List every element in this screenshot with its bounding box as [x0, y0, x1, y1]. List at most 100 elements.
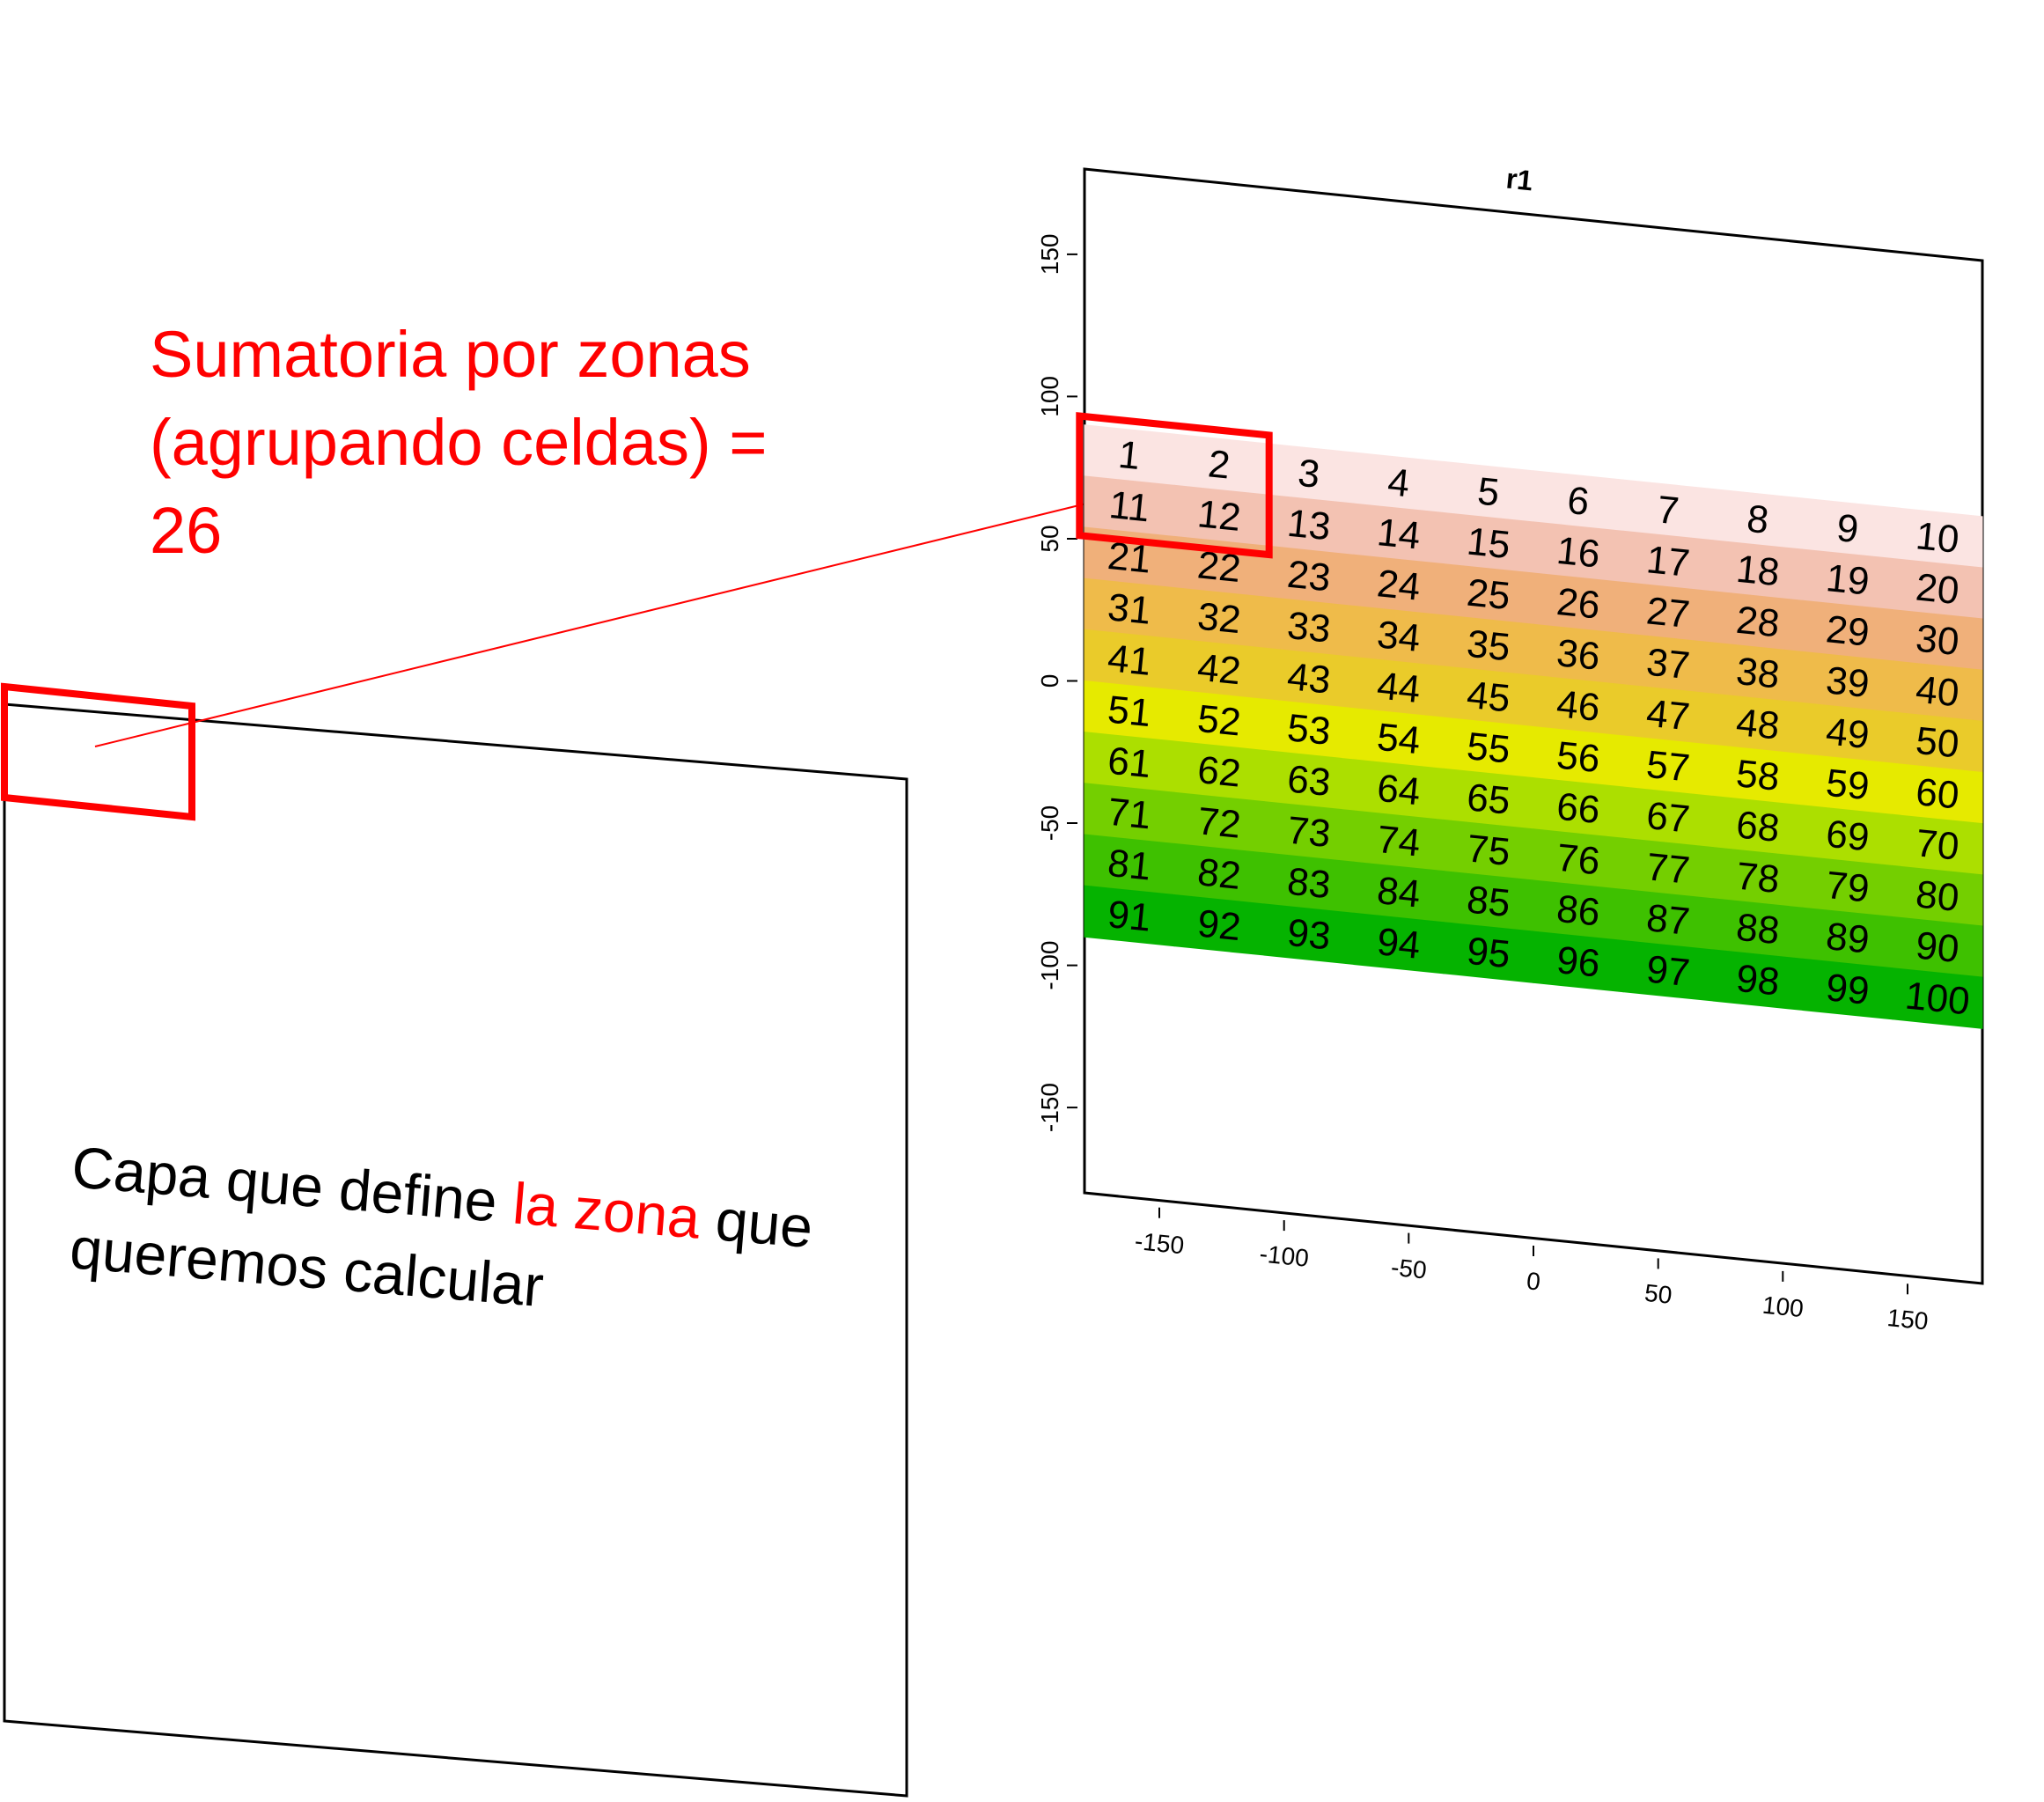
cell-value-label: 75 — [1465, 827, 1512, 874]
cell-value-label: 68 — [1734, 803, 1782, 850]
cell-value-label: 19 — [1824, 556, 1871, 604]
cell-value-label: 86 — [1555, 887, 1602, 935]
cell-value-label: 71 — [1106, 791, 1153, 838]
zone-marker-box — [0, 682, 195, 821]
cell-value-label: 91 — [1106, 893, 1153, 940]
cell-value-label: 41 — [1106, 636, 1153, 684]
cell-value-label: 63 — [1285, 757, 1333, 805]
annotation-line-2: (agrupando celdas) = — [150, 406, 767, 479]
cell-value-label: 99 — [1824, 966, 1871, 1013]
cell-value-label: 89 — [1824, 915, 1871, 962]
cell-value-label: 67 — [1644, 794, 1692, 842]
cell-value-label: 85 — [1465, 878, 1512, 925]
cell-value-label: 9 — [1834, 506, 1860, 551]
cell-value-label: 88 — [1734, 906, 1782, 953]
cell-value-label: 59 — [1824, 761, 1871, 809]
raster-cell — [1892, 967, 1983, 1029]
raster-cells — [1084, 424, 1983, 1029]
x-axis-tick-label: 50 — [1643, 1279, 1673, 1309]
cell-value-label: 8 — [1745, 497, 1770, 542]
cell-value-label: 72 — [1195, 799, 1243, 847]
cell-value-label: 20 — [1914, 565, 1961, 613]
cell-value-label: 95 — [1465, 930, 1512, 977]
y-axis-tick-label: -50 — [1036, 805, 1063, 841]
cell-value-label: 31 — [1106, 585, 1153, 633]
cell-value-label: 35 — [1465, 622, 1512, 670]
cell-value-label: 83 — [1285, 860, 1333, 908]
cell-value-label: 33 — [1285, 604, 1333, 651]
y-axis-tick-label: 50 — [1036, 525, 1063, 552]
cell-value-label: 56 — [1555, 733, 1602, 781]
cell-value-label: 45 — [1465, 673, 1512, 721]
x-axis-tick-label: -100 — [1258, 1239, 1310, 1272]
cell-value-label: 96 — [1555, 938, 1602, 986]
x-axis-tick-label: 0 — [1526, 1267, 1542, 1295]
cell-value-label: 2 — [1206, 442, 1232, 487]
cell-value-label: 52 — [1195, 697, 1243, 745]
cell-value-label: 66 — [1555, 785, 1602, 833]
cell-value-label: 81 — [1106, 842, 1153, 889]
cell-value-label: 54 — [1375, 716, 1423, 763]
y-axis-tick-label: -150 — [1036, 1083, 1063, 1132]
cell-value-label: 49 — [1824, 710, 1871, 757]
connector-arrow — [94, 476, 1181, 747]
cell-value-label: 11 — [1107, 483, 1151, 530]
cell-value-label: 4 — [1386, 460, 1411, 505]
cell-value-label: 73 — [1285, 809, 1333, 857]
cell-value-label: 51 — [1106, 688, 1153, 735]
cell-value-label: 37 — [1644, 641, 1692, 688]
annotation-line-3: 26 — [150, 494, 222, 567]
cell-value-label: 82 — [1195, 850, 1243, 898]
cell-value-label: 55 — [1465, 724, 1512, 772]
x-axis-tick-label: -150 — [1134, 1227, 1186, 1260]
cell-value-label: 100 — [1903, 974, 1972, 1023]
cell-value-label: 12 — [1195, 492, 1243, 540]
cell-value-label: 62 — [1195, 748, 1243, 796]
cell-value-label: 15 — [1465, 519, 1512, 567]
x-axis-tick-label: 150 — [1886, 1304, 1930, 1335]
cell-value-label: 70 — [1914, 821, 1961, 869]
cell-value-label: 84 — [1375, 869, 1423, 916]
cell-value-label: 80 — [1914, 872, 1961, 920]
cell-value-label: 10 — [1914, 514, 1961, 562]
cell-value-label: 93 — [1285, 911, 1333, 959]
cell-value-label: 26 — [1555, 580, 1602, 628]
cell-value-label: 76 — [1555, 836, 1602, 884]
cell-value-label: 94 — [1375, 920, 1423, 967]
zone-sum-annotation: Sumatoria por zonas (agrupando celdas) =… — [150, 318, 767, 567]
cell-value-label: 24 — [1375, 562, 1423, 609]
cell-value-label: 87 — [1644, 896, 1692, 944]
cell-value-label: 69 — [1824, 813, 1871, 860]
y-axis-tick-label: 0 — [1036, 674, 1063, 688]
x-axis-tick-label: -50 — [1390, 1254, 1428, 1284]
cell-value-label: 78 — [1734, 855, 1782, 902]
cell-value-label: 79 — [1824, 864, 1871, 911]
caption-highlight: la zona — [511, 1170, 702, 1250]
cell-value-label: 50 — [1914, 719, 1961, 767]
annotation-line-1: Sumatoria por zonas — [150, 318, 751, 391]
cell-value-label: 28 — [1734, 599, 1782, 646]
cell-value-label: 77 — [1644, 845, 1692, 893]
cell-value-label: 39 — [1824, 658, 1871, 706]
cell-value-label: 92 — [1195, 901, 1243, 949]
cell-value-label: 13 — [1285, 502, 1333, 549]
cell-value-label: 32 — [1195, 595, 1243, 643]
cell-value-label: 57 — [1644, 743, 1692, 791]
y-axis-tick-label: 100 — [1036, 376, 1063, 417]
y-axis: 150 100 50 0 -50 -100 -150 — [1036, 234, 1077, 1132]
cell-value-label: 90 — [1914, 923, 1961, 971]
cell-value-label: 58 — [1734, 752, 1782, 799]
cell-value-label: 42 — [1195, 646, 1243, 694]
cell-value-label: 30 — [1914, 617, 1961, 665]
cell-value-label: 17 — [1644, 538, 1692, 585]
zone-highlight-box — [1076, 412, 1273, 559]
cell-value-label: 34 — [1375, 613, 1423, 660]
cell-value-label: 25 — [1465, 571, 1512, 619]
x-axis: -150 -100 -50 0 50 100 150 — [1134, 1207, 1930, 1335]
cell-value-label: 36 — [1555, 631, 1602, 679]
cell-value-label: 61 — [1106, 739, 1153, 787]
cell-value-label: 6 — [1565, 479, 1591, 524]
